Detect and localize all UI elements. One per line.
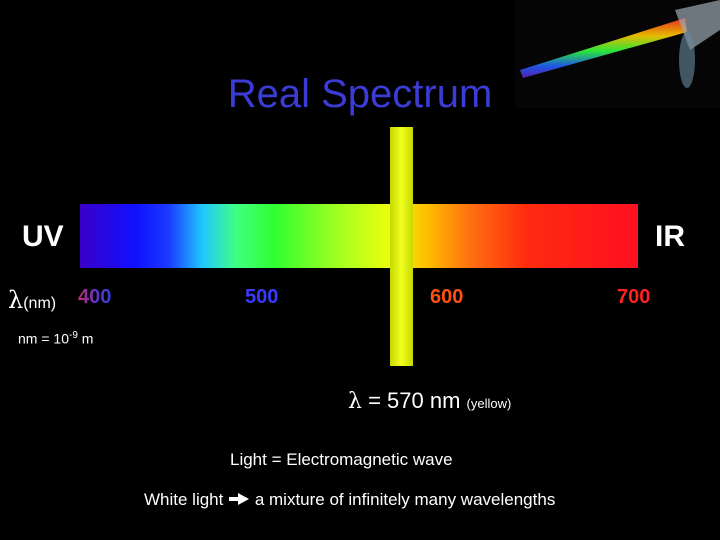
axis-unit: (nm) — [23, 295, 57, 312]
statement-right: a mixture of infinitely many wavelengths — [254, 490, 556, 509]
title: Real Spectrum — [227, 72, 493, 116]
prism-image — [515, 0, 720, 108]
wavelength-note: λ = 570 nm (yellow) — [348, 388, 511, 414]
unit-note-unit: m — [77, 330, 94, 347]
statement: Light = Electromagnetic wave — [230, 450, 453, 469]
wavelength-color: (yellow) — [466, 396, 512, 411]
lambda: λ — [8, 286, 24, 314]
unit-note-text: nm = 10 — [18, 330, 69, 347]
tick-label: 500 — [245, 286, 279, 308]
ir-label: IR — [655, 220, 685, 253]
spectrum-bar — [80, 204, 638, 268]
yellow-marker — [390, 127, 413, 366]
arrow-icon — [229, 493, 250, 505]
tick-label: 700 — [617, 286, 651, 308]
unit-note-exponent: -9 — [68, 330, 78, 341]
statement: White light a mixture of infinitely many… — [144, 490, 555, 510]
tick-label: 400 — [78, 286, 112, 308]
axis-label: λ(nm) — [8, 286, 56, 314]
tick-label: 600 — [430, 286, 464, 308]
statement-left: White light — [144, 490, 224, 509]
lambda: λ — [348, 389, 362, 414]
uv-label: UV — [22, 220, 64, 253]
unit-note: nm = 10-9 m — [18, 330, 93, 347]
wavelength-value: = 570 nm — [361, 388, 461, 413]
